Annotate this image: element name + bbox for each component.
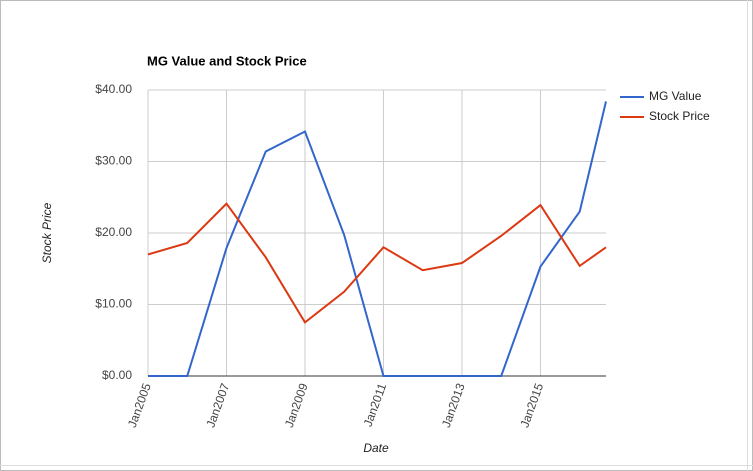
chart-title: MG Value and Stock Price — [147, 53, 307, 68]
series-line — [147, 202, 607, 324]
y-tick-label: $20.00 — [95, 225, 132, 239]
y-tick-label: $0.00 — [102, 368, 132, 382]
legend-label: Stock Price — [649, 109, 710, 123]
y-tick-label: $10.00 — [95, 297, 132, 311]
y-tick-label: $30.00 — [95, 154, 132, 168]
y-axis-label: Stock Price — [40, 202, 54, 263]
x-axis-label: Date — [363, 441, 389, 455]
legend-label: MG Value — [649, 89, 702, 103]
series-line — [148, 101, 607, 377]
y-tick-label: $40.00 — [95, 82, 132, 96]
